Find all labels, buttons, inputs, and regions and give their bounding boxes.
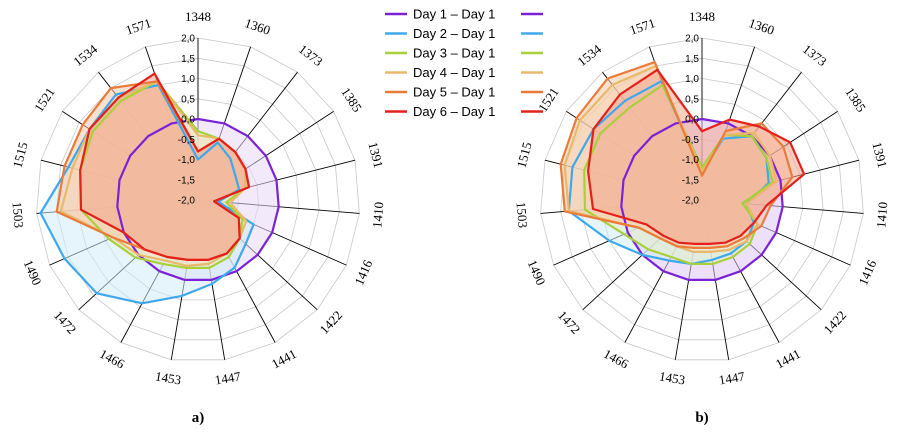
- tick-label: 1,5: [685, 54, 699, 65]
- legend-label: Day 2 – Day 1: [413, 26, 495, 41]
- tick-label: 1,0: [181, 74, 195, 85]
- axis-label-1472: 1472: [555, 308, 584, 337]
- tick-label: 2,0: [685, 34, 699, 45]
- axis-label-1534: 1534: [70, 41, 100, 69]
- tick-label: -1,0: [682, 155, 700, 166]
- axis-label-1503: 1503: [514, 201, 531, 228]
- legend-label: Day 4 – Day 1: [413, 65, 495, 80]
- tick-labels: 2,0 1,5 1,0 0,5 0,0 -0,5 -1,0 -1,5 -2,0: [178, 34, 196, 207]
- series-area-day-6: [80, 73, 249, 260]
- axis-label-1515: 1515: [514, 140, 535, 169]
- axis-label-1391: 1391: [365, 140, 386, 169]
- axis-label-1503: 1503: [10, 201, 27, 228]
- tick-label: 0,5: [685, 94, 699, 105]
- axis-label-1348: 1348: [185, 9, 211, 24]
- legend-label: Day 5 – Day 1: [413, 85, 495, 100]
- axis-label-1385: 1385: [842, 85, 869, 115]
- axis-label-1453: 1453: [658, 368, 686, 387]
- axis-label-1490: 1490: [525, 258, 549, 288]
- axis-label-1391: 1391: [869, 140, 890, 169]
- axis-label-1534: 1534: [574, 41, 604, 69]
- legend-label: Day 1 – Day 1: [413, 7, 495, 22]
- axis-label-1521: 1521: [31, 85, 58, 115]
- tick-label: -1,0: [178, 155, 196, 166]
- tick-label: -0,5: [178, 135, 196, 146]
- series-group: [559, 60, 806, 281]
- panel-label: b): [695, 410, 708, 426]
- axis-label-1410: 1410: [873, 201, 890, 228]
- axis-label-1373: 1373: [296, 41, 326, 69]
- radar-chart-b: 2,0 1,5 1,0 0,5 0,0 -0,5 -1,0 -1,5 -2,0 1348 1360 1…: [514, 9, 891, 426]
- grid-ring: [56, 57, 340, 341]
- axis-label-1447: 1447: [214, 368, 243, 387]
- axis-label-1466: 1466: [601, 346, 631, 372]
- axis-label-1571: 1571: [628, 15, 657, 38]
- radar-chart-a: 2,0 1,5 1,0 0,5 0,0 -0,5 -1,0 -1,5 -2,0 1348 1360 1…: [10, 9, 387, 426]
- axis-label-1441: 1441: [269, 346, 299, 372]
- tick-label: 0,0: [685, 115, 699, 126]
- tick-label: -1,5: [682, 175, 700, 186]
- axis-label-1348: 1348: [689, 9, 715, 24]
- axis-label-1466: 1466: [97, 346, 127, 372]
- axis-label-1422: 1422: [820, 308, 849, 337]
- axis-label-1472: 1472: [51, 308, 80, 337]
- axis-label-1447: 1447: [718, 368, 747, 387]
- axis-label-1416: 1416: [351, 257, 375, 287]
- series-line-day-6: [79, 72, 251, 261]
- legend: Day 1 – Day 1 Day 2 – Day 1 Day 3 – Day 1 D…: [385, 7, 543, 119]
- tick-label: -0,5: [682, 135, 700, 146]
- axis-label-1410: 1410: [369, 201, 386, 228]
- tick-label: 0,5: [181, 94, 195, 105]
- axis-label-1422: 1422: [316, 308, 345, 337]
- legend-label: Day 6 – Day 1: [413, 104, 495, 119]
- tick-label: -2,0: [178, 196, 196, 207]
- series-line-day-5: [559, 60, 794, 249]
- axis-label-1441: 1441: [773, 346, 803, 372]
- panel-label: a): [192, 410, 205, 426]
- axis-label-1416: 1416: [855, 257, 879, 287]
- axis-label-1373: 1373: [800, 41, 830, 69]
- tick-label: 1,0: [685, 74, 699, 85]
- series-line-day-1: [116, 117, 280, 281]
- tick-label: -1,5: [178, 175, 196, 186]
- tick-label: 0,0: [181, 115, 195, 126]
- axis-label-1571: 1571: [124, 15, 153, 38]
- grid-ring: [540, 37, 864, 361]
- tick-label: -2,0: [682, 196, 700, 207]
- grid-ring: [36, 37, 360, 361]
- axis-label-1360: 1360: [747, 15, 776, 38]
- legend-label: Day 3 – Day 1: [413, 46, 495, 61]
- axis-label-1385: 1385: [338, 85, 365, 115]
- tick-label: 2,0: [181, 34, 195, 45]
- axis-label-1453: 1453: [154, 368, 182, 387]
- series-group: [39, 72, 280, 305]
- axis-label-1515: 1515: [10, 140, 31, 169]
- series-line-day-3: [583, 83, 774, 265]
- series-line-day-6: [586, 68, 806, 245]
- axis-label-1521: 1521: [535, 85, 562, 115]
- series-line-day-4: [563, 64, 778, 253]
- axis-label-1490: 1490: [21, 258, 45, 288]
- tick-labels: 2,0 1,5 1,0 0,5 0,0 -0,5 -1,0 -1,5 -2,0: [682, 34, 700, 207]
- tick-label: 1,5: [181, 54, 195, 65]
- axis-label-1360: 1360: [243, 15, 272, 38]
